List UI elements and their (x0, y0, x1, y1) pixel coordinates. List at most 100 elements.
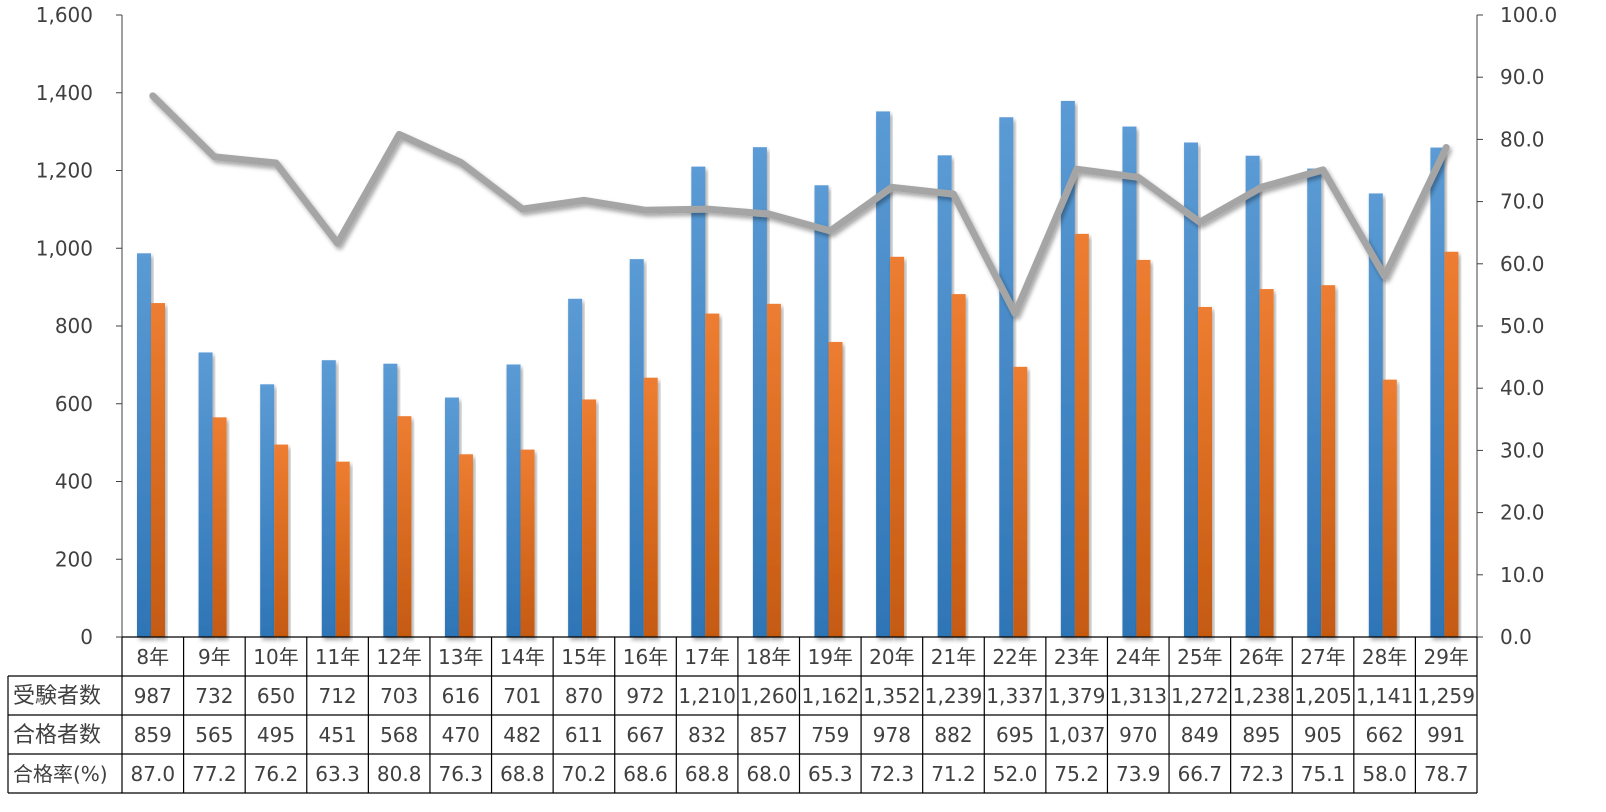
right-axis-tick-label: 100.0 (1500, 3, 1557, 27)
table-cell-value: 695 (996, 723, 1034, 747)
category-label: 18年 (746, 645, 791, 669)
table-cell-value: 701 (503, 684, 541, 708)
bar-series1 (630, 259, 644, 637)
bar-series2 (829, 342, 843, 637)
table-cell-value: 859 (134, 723, 172, 747)
table-cell-value: 611 (565, 723, 603, 747)
bar-series1 (1307, 169, 1321, 637)
table-cell-value: 76.2 (254, 762, 299, 786)
bar-series2 (1260, 289, 1274, 637)
table-cell-value: 1,210 (678, 684, 736, 708)
bar-series2 (336, 462, 350, 637)
table-cell-value: 1,260 (740, 684, 798, 708)
table-cell-value: 68.8 (500, 762, 545, 786)
table-cell-value: 759 (811, 723, 849, 747)
bar-series2 (890, 257, 904, 637)
bar-series1 (1246, 156, 1260, 637)
table-cell-value: 470 (442, 723, 480, 747)
table-cell-value: 1,141 (1356, 684, 1414, 708)
right-axis-tick-label: 20.0 (1500, 501, 1545, 525)
series-name-label: 受験者数 (13, 684, 101, 709)
right-axis-tick-label: 70.0 (1500, 190, 1545, 214)
bar-series1 (753, 147, 767, 637)
table-cell-value: 65.3 (808, 762, 853, 786)
bar-series1 (260, 384, 274, 637)
bar-series2 (151, 303, 165, 637)
table-cell-value: 1,162 (802, 684, 860, 708)
category-label: 16年 (623, 645, 668, 669)
table-cell-value: 80.8 (377, 762, 422, 786)
table-cell-value: 978 (873, 723, 911, 747)
right-axis-tick-label: 40.0 (1500, 376, 1545, 400)
bar-series2 (1444, 252, 1458, 637)
table-cell-value: 68.8 (685, 762, 730, 786)
table-cell-value: 650 (257, 684, 295, 708)
table-cell-value: 58.0 (1362, 762, 1407, 786)
bar-series2 (1198, 307, 1212, 637)
right-axis-tick-label: 60.0 (1500, 252, 1545, 276)
bar-series1 (691, 167, 705, 637)
table-cell-value: 857 (750, 723, 788, 747)
table-cell-value: 71.2 (931, 762, 976, 786)
table-cell-value: 849 (1181, 723, 1219, 747)
table-cell-value: 882 (934, 723, 972, 747)
table-cell-value: 870 (565, 684, 603, 708)
data-table: 8年 9年 10年 11年 12年 13年 14年 15年 16年 17年 18年 19年 20年 21年… (8, 637, 1477, 793)
series-name-label: 合格者数 (13, 723, 101, 748)
category-label: 27年 (1300, 645, 1345, 669)
bar-series2 (1321, 285, 1335, 637)
bar-series2 (1136, 260, 1150, 637)
table-cell-value: 1,037 (1048, 723, 1106, 747)
bar-series2 (705, 314, 719, 637)
right-axis-tick-label: 30.0 (1500, 438, 1545, 462)
category-label: 14年 (500, 645, 545, 669)
category-label: 19年 (808, 645, 853, 669)
category-label: 13年 (438, 645, 483, 669)
bar-series2 (582, 399, 596, 637)
category-label: 9年 (198, 645, 231, 669)
table-cell-value: 616 (442, 684, 480, 708)
bar-series1 (1430, 148, 1444, 637)
category-label: 26年 (1239, 645, 1284, 669)
bar-series2 (644, 378, 658, 637)
table-cell-value: 1,272 (1171, 684, 1229, 708)
left-axis-tick-label: 200 (55, 547, 93, 571)
category-label: 21年 (931, 645, 976, 669)
table-cell-value: 73.9 (1116, 762, 1161, 786)
table-cell-value: 1,352 (863, 684, 921, 708)
bar-series1 (199, 352, 213, 637)
category-label: 23年 (1054, 645, 1099, 669)
table-cell-value: 495 (257, 723, 295, 747)
bar-series2 (274, 445, 288, 637)
bar-series1 (999, 117, 1013, 637)
bar-series2 (397, 416, 411, 637)
table-cell-value: 76.3 (438, 762, 483, 786)
right-axis-tick-label: 80.0 (1500, 127, 1545, 151)
table-cell-value: 565 (195, 723, 233, 747)
category-label: 12年 (376, 645, 421, 669)
bar-series1 (137, 253, 151, 637)
left-axis-tick-label: 1,400 (36, 81, 93, 105)
table-cell-value: 1,259 (1417, 684, 1475, 708)
table-cell-value: 72.3 (870, 762, 915, 786)
right-axis-tick-label: 0.0 (1500, 625, 1532, 649)
table-cell-value: 662 (1366, 723, 1404, 747)
category-label: 29年 (1423, 645, 1468, 669)
bar-series1 (815, 185, 829, 637)
table-cell-value: 991 (1427, 723, 1465, 747)
table-cell-value: 895 (1242, 723, 1280, 747)
table-cell-value: 70.2 (562, 762, 607, 786)
left-axis-tick-label: 800 (55, 314, 93, 338)
table-cell-value: 77.2 (192, 762, 237, 786)
table-cell-value: 75.2 (1054, 762, 1099, 786)
category-label: 10年 (253, 645, 298, 669)
bar-series1 (938, 155, 952, 637)
bar-series2 (767, 304, 781, 637)
table-cell-value: 1,337 (986, 684, 1044, 708)
table-cell-value: 63.3 (315, 762, 360, 786)
bar-series2 (1075, 234, 1089, 637)
category-label: 20年 (869, 645, 914, 669)
right-axis-tick-label: 10.0 (1500, 563, 1545, 587)
table-cell-value: 1,239 (925, 684, 983, 708)
